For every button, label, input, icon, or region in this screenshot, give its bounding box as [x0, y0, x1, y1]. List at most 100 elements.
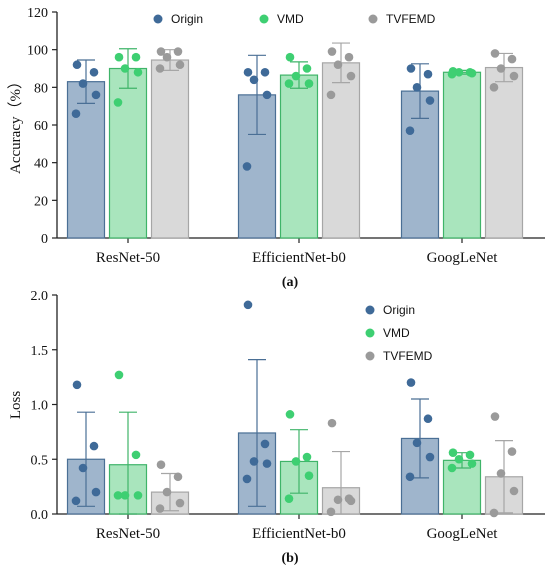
legend-label-tvfemd: TVFEMD: [386, 12, 436, 26]
data-point-vmd: [133, 67, 143, 77]
data-point-tvfemd: [156, 460, 166, 470]
data-point-vmd: [114, 370, 124, 380]
data-point-vmd: [291, 457, 301, 466]
data-point-vmd: [448, 448, 458, 457]
data-point-vmd: [284, 79, 294, 88]
x-tick-label: GoogLeNet: [427, 250, 499, 266]
y-tick-label: 0: [41, 232, 48, 247]
x-tick-label: GoogLeNet: [427, 526, 499, 542]
legend-label-origin: Origin: [383, 303, 415, 317]
data-point-vmd: [113, 98, 123, 107]
legend-marker-origin: [153, 14, 163, 24]
data-point-tvfemd: [173, 47, 183, 56]
data-point-tvfemd: [496, 469, 506, 478]
legend-label-origin: Origin: [171, 12, 203, 26]
bar-tvfemd: [150, 59, 190, 239]
data-point-origin: [406, 378, 416, 387]
data-point-tvfemd: [344, 52, 354, 62]
legend-marker-vmd: [365, 328, 375, 338]
data-point-vmd: [447, 463, 457, 473]
bar-tvfemd: [484, 66, 524, 239]
data-point-vmd: [285, 410, 295, 419]
data-point-origin: [91, 487, 101, 497]
data-point-vmd: [467, 68, 477, 78]
legend-marker-tvfemd: [365, 351, 375, 361]
data-point-vmd: [291, 71, 301, 81]
data-point-tvfemd: [490, 412, 500, 421]
data-point-tvfemd: [507, 447, 517, 456]
legend-marker-origin: [365, 305, 375, 315]
y-tick-label: 0.5: [31, 453, 49, 468]
data-point-origin: [425, 452, 435, 462]
data-point-tvfemd: [346, 496, 356, 506]
data-point-tvfemd: [326, 507, 336, 517]
data-point-tvfemd: [173, 472, 183, 482]
data-point-origin: [249, 457, 259, 466]
data-point-tvfemd: [155, 504, 165, 513]
data-point-origin: [412, 83, 422, 92]
y-tick-label: 60: [34, 119, 48, 134]
data-point-origin: [423, 69, 433, 79]
data-point-tvfemd: [489, 508, 499, 518]
x-tick-label: EfficientNet-b0: [252, 526, 346, 542]
data-point-origin: [260, 67, 270, 77]
data-point-origin: [243, 67, 253, 77]
data-point-tvfemd: [162, 487, 172, 497]
data-point-vmd: [131, 450, 141, 460]
legend-marker-tvfemd: [368, 14, 378, 24]
data-point-origin: [243, 300, 253, 310]
data-point-tvfemd: [509, 71, 519, 81]
data-point-tvfemd: [509, 486, 519, 496]
data-point-origin: [91, 90, 101, 100]
x-tick-label: EfficientNet-b0: [252, 250, 346, 266]
panel-b-ylabel: Loss: [8, 391, 24, 420]
data-point-origin: [423, 414, 433, 424]
data-point-tvfemd: [490, 49, 500, 58]
data-point-origin: [72, 380, 82, 390]
data-point-vmd: [304, 471, 314, 480]
data-point-tvfemd: [496, 64, 506, 73]
y-tick-label: 100: [27, 44, 48, 59]
data-point-origin: [405, 126, 415, 135]
data-point-vmd: [113, 491, 123, 500]
data-point-origin: [425, 96, 435, 105]
data-point-origin: [242, 474, 252, 484]
data-point-vmd: [114, 52, 124, 62]
data-point-vmd: [120, 491, 130, 500]
data-point-tvfemd: [489, 83, 499, 92]
y-tick-label: 120: [27, 6, 48, 21]
data-point-vmd: [120, 64, 130, 73]
bar-vmd: [279, 74, 319, 239]
data-point-origin: [78, 463, 88, 473]
data-point-tvfemd: [346, 71, 356, 81]
legend-label-vmd: VMD: [277, 12, 304, 26]
data-point-tvfemd: [162, 52, 172, 62]
x-tick-label: ResNet-50: [96, 526, 160, 542]
y-tick-label: 40: [34, 157, 48, 172]
data-point-tvfemd: [175, 60, 185, 70]
data-point-origin: [406, 64, 416, 73]
data-point-origin: [262, 459, 272, 468]
data-point-tvfemd: [507, 54, 517, 64]
bar-tvfemd: [321, 62, 361, 239]
data-point-vmd: [284, 494, 294, 503]
data-point-origin: [78, 79, 88, 88]
data-point-tvfemd: [327, 418, 337, 428]
data-point-vmd: [133, 491, 143, 500]
data-point-vmd: [131, 52, 141, 62]
legend-label-vmd: VMD: [383, 326, 410, 340]
data-point-vmd: [302, 452, 312, 462]
data-point-origin: [72, 60, 82, 70]
data-point-tvfemd: [156, 47, 166, 56]
data-point-origin: [71, 109, 81, 118]
panel-accuracy: Accuracy（%） (a) 0 20 40 60 80 100 120 ResNet-50…: [7, 6, 545, 290]
data-point-tvfemd: [326, 90, 336, 100]
bar-vmd: [442, 71, 482, 239]
data-point-vmd: [447, 69, 457, 79]
x-tick-label: ResNet-50: [96, 250, 160, 266]
y-tick-label: 0.0: [31, 508, 49, 523]
legend-marker-vmd: [259, 14, 269, 24]
data-point-vmd: [454, 454, 464, 464]
data-point-vmd: [285, 52, 295, 62]
data-point-origin: [71, 496, 81, 506]
